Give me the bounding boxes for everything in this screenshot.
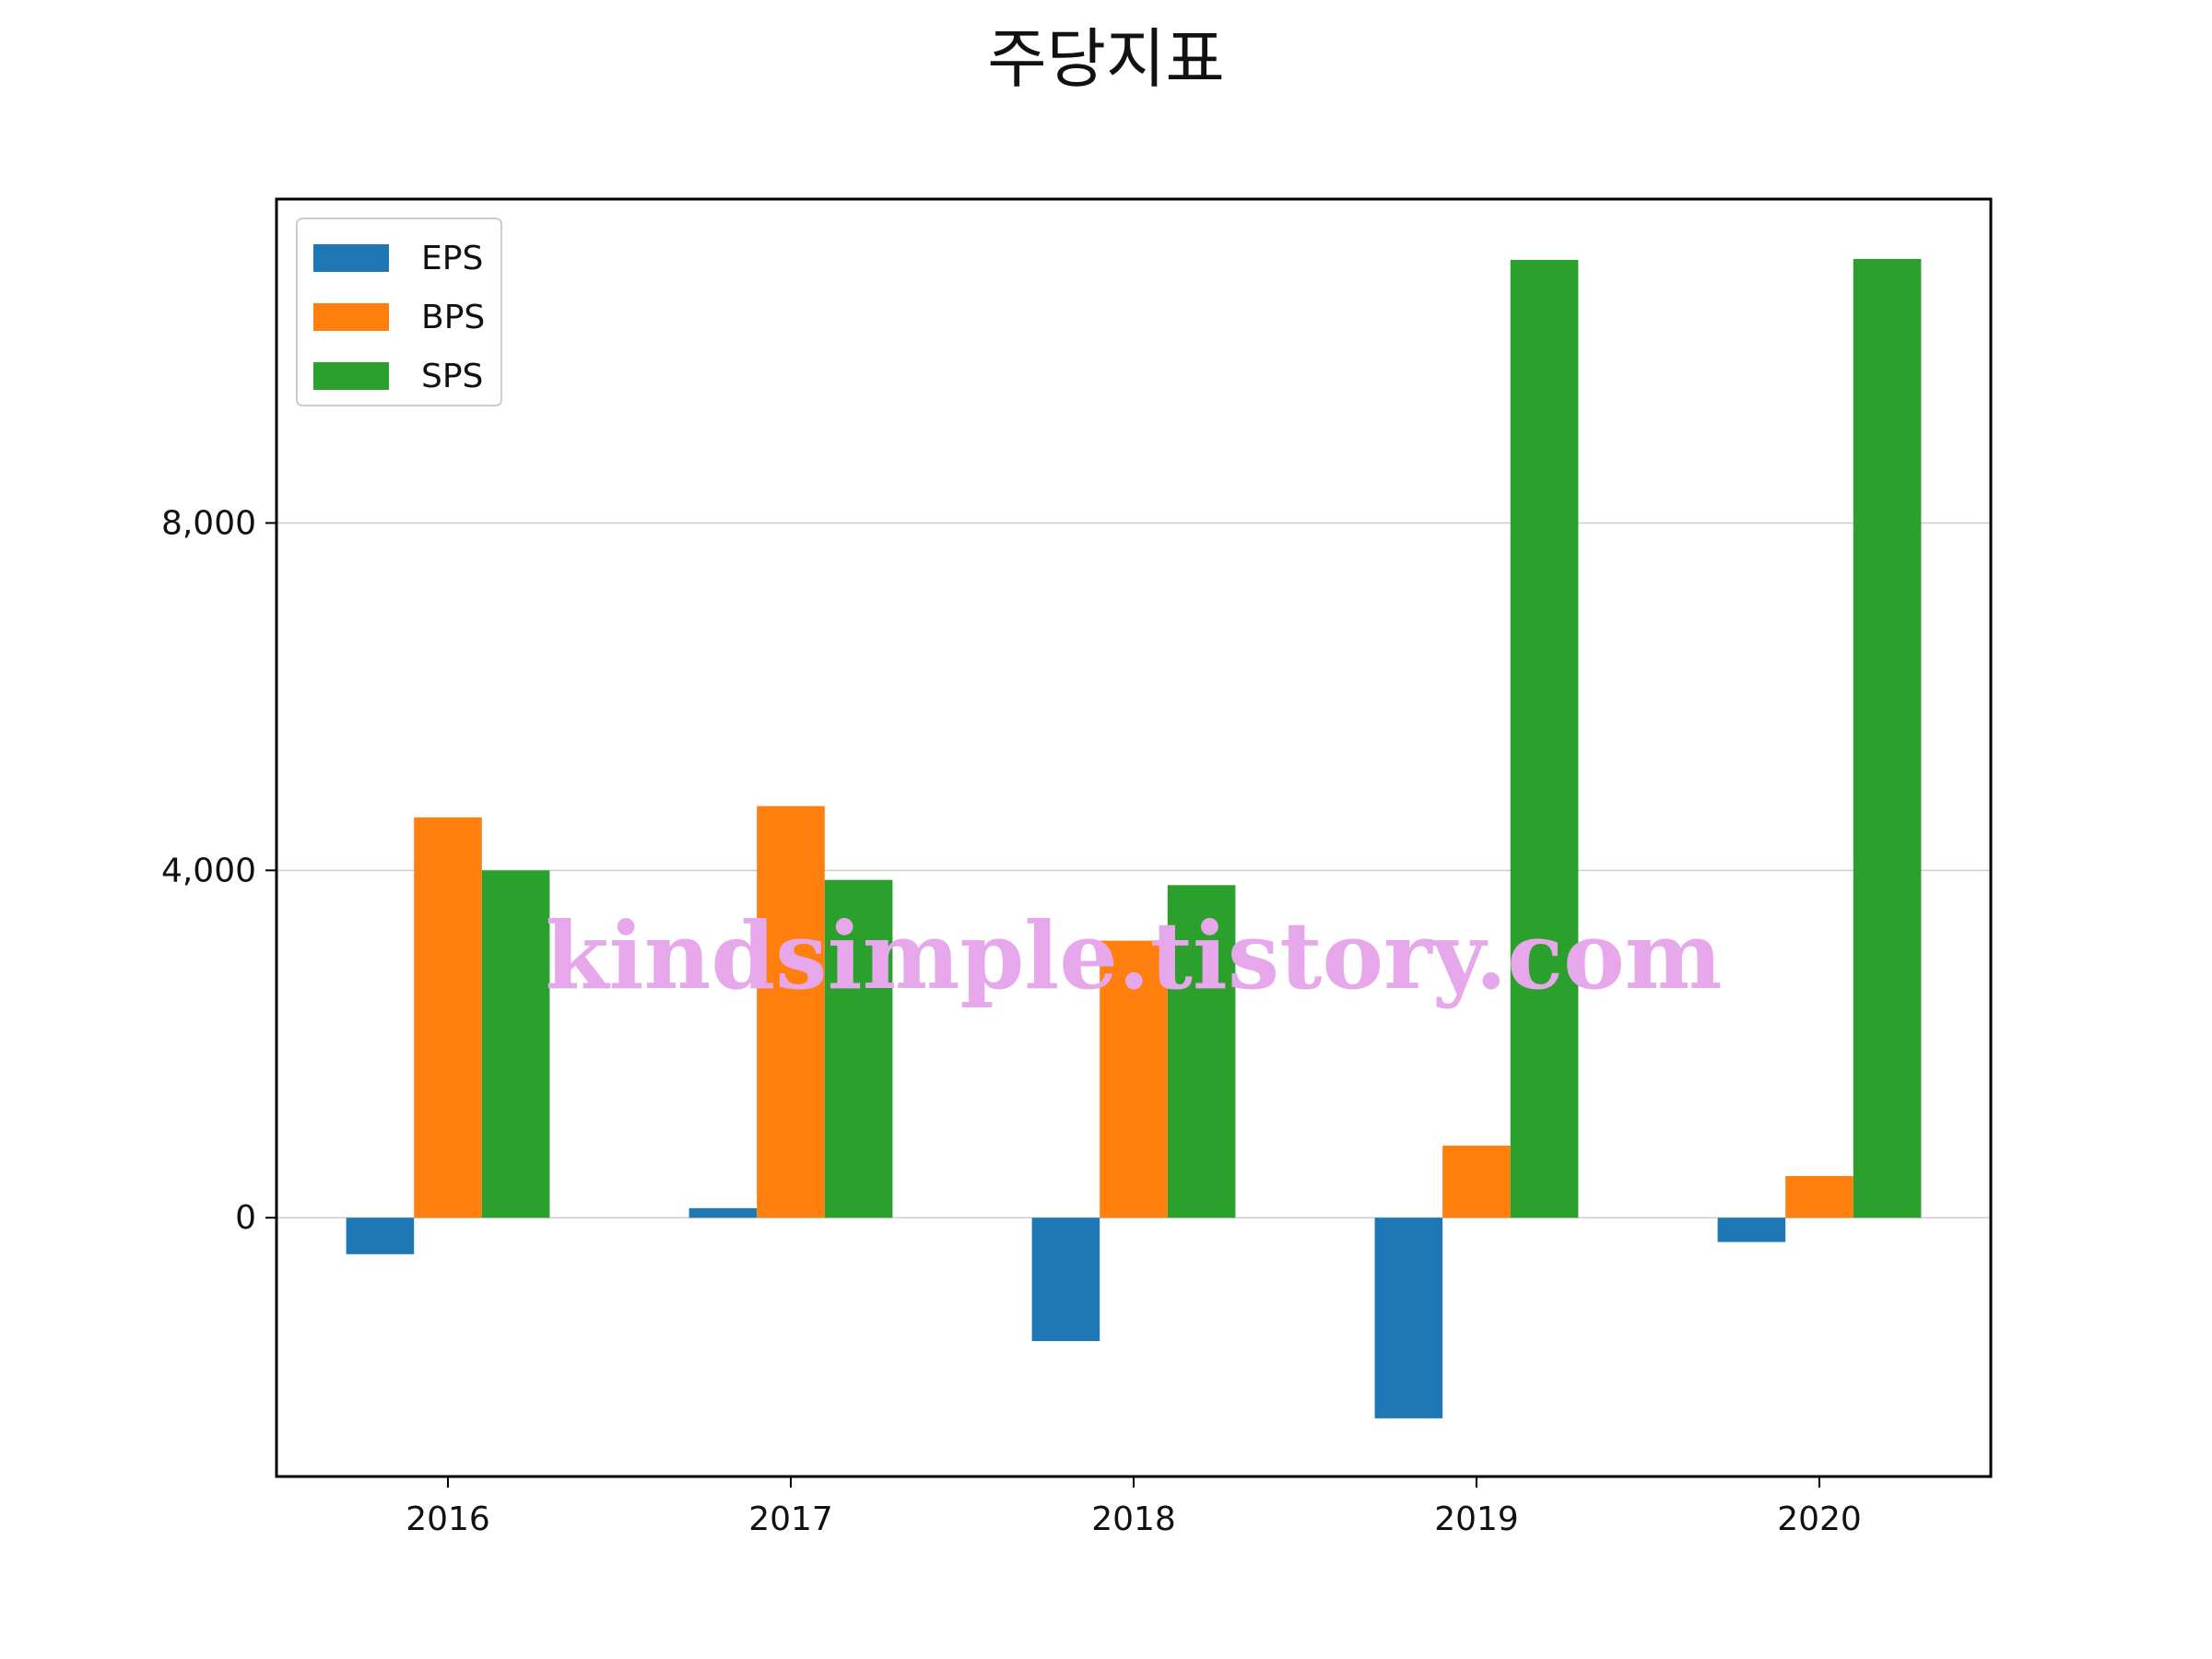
y-tick-label: 0 <box>235 1199 256 1237</box>
gridlines <box>276 522 1991 1218</box>
watermark: kindsimple.tistory.com <box>545 901 1722 1010</box>
legend-swatch-eps <box>313 244 389 272</box>
plot-frame <box>275 197 1993 1478</box>
y-tick-label: 8,000 <box>161 504 256 542</box>
bar-bps-2020 <box>1785 1175 1853 1218</box>
legend-label-eps: EPS <box>421 240 483 277</box>
legend-swatch-bps <box>313 303 389 331</box>
x-axis: 2016 2017 2018 2019 2020 <box>406 1477 1862 1538</box>
chart-title: 주당지표 <box>987 21 1225 97</box>
bar-eps-2019 <box>1374 1218 1443 1418</box>
y-axis: 0 4,000 8,000 <box>161 504 276 1237</box>
legend-label-sps: SPS <box>421 358 483 395</box>
x-tick-label: 2016 <box>406 1500 490 1538</box>
legend-swatch-sps <box>313 362 389 390</box>
bar-eps-2017 <box>688 1207 758 1218</box>
x-tick-label: 2017 <box>748 1500 833 1538</box>
bar-bps-2016 <box>414 817 482 1218</box>
bar-sps-2019 <box>1510 259 1579 1218</box>
bar-bps-2019 <box>1442 1146 1511 1218</box>
legend: EPS BPS SPS <box>296 218 502 406</box>
bars <box>346 259 1922 1418</box>
bar-bps-2018 <box>1100 940 1168 1218</box>
bar-sps-2016 <box>481 870 550 1218</box>
y-tick-label: 4,000 <box>161 852 256 889</box>
bar-bps-2017 <box>757 806 825 1218</box>
x-tick-label: 2018 <box>1091 1500 1176 1538</box>
bar-eps-2020 <box>1717 1218 1786 1242</box>
bar-eps-2018 <box>1031 1218 1100 1342</box>
legend-label-bps: BPS <box>421 299 485 336</box>
bar-sps-2017 <box>824 879 893 1218</box>
bar-sps-2020 <box>1853 259 1922 1218</box>
bar-sps-2018 <box>1167 885 1236 1218</box>
x-tick-label: 2019 <box>1434 1500 1519 1538</box>
bar-eps-2016 <box>346 1218 415 1254</box>
x-tick-label: 2020 <box>1777 1500 1862 1538</box>
